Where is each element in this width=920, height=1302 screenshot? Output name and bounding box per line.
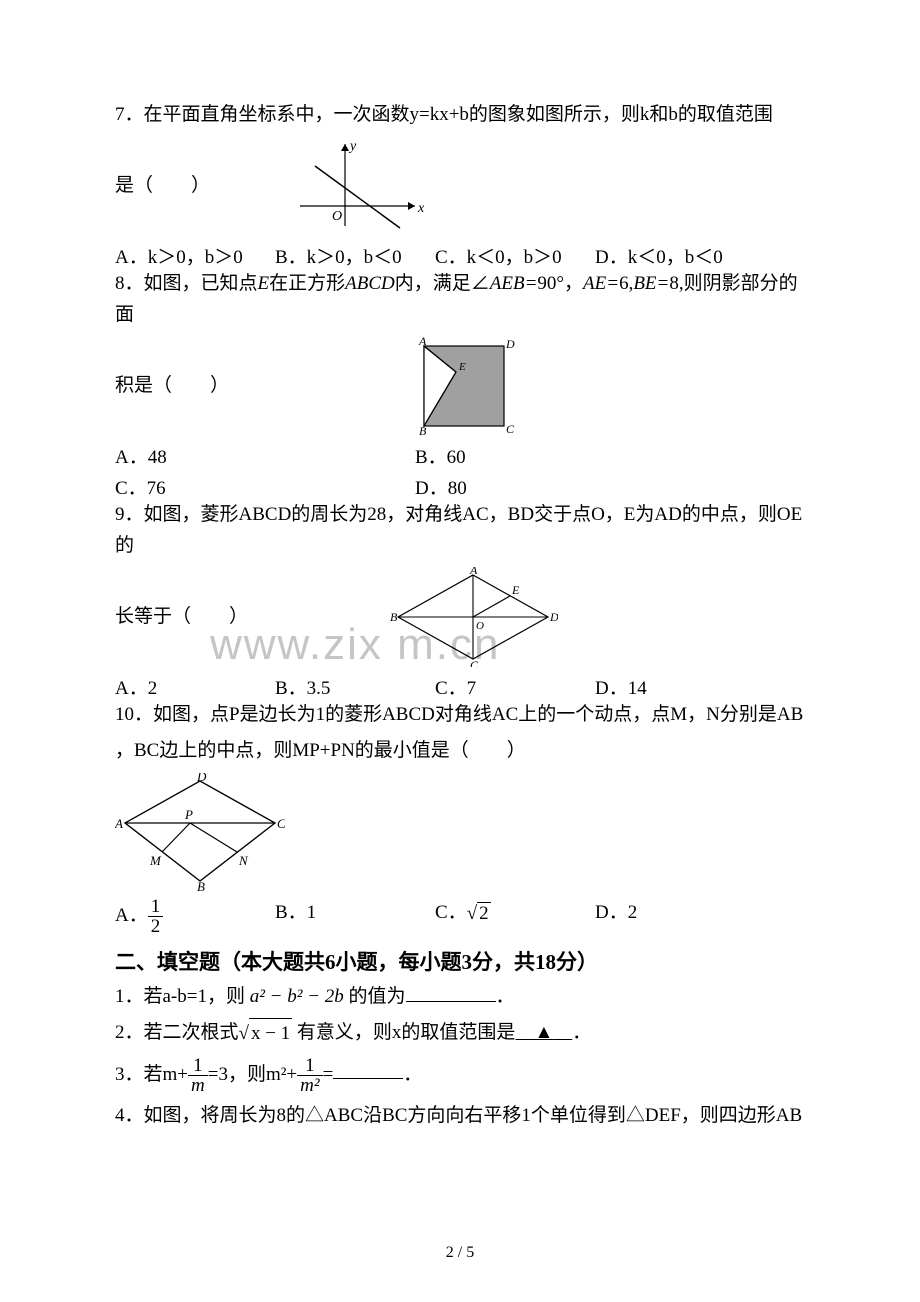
svg-text:D: D — [549, 610, 558, 624]
q10-stem-1: 10．如图，点P是边长为1的菱形ABCD对角线AC上的一个动点，点M，N分别是A… — [115, 700, 805, 730]
q9-opt-b: B．3.5 — [275, 673, 435, 700]
q7-options: A．k＞0，b＞0 B．k＞0，b＜0 C．k＜0，b＞0 D．k＜0，b＜0 — [115, 242, 805, 269]
q9-stem-1: 9．如图，菱形ABCD的周长为28，对角线AC，BD交于点O，E为AD的中点，则… — [115, 500, 805, 561]
svg-text:C: C — [506, 422, 515, 436]
svg-text:E: E — [458, 361, 466, 373]
q8-stem-1: 8．如图，已知点E在正方形ABCD内，满足∠AEB=90°，AE=6,BE=8,… — [115, 269, 805, 330]
f1: 1．若a-b=1，则 a² − b² − 2b 的值为． — [115, 982, 805, 1012]
q9-stem-2: 长等于（ ） — [115, 602, 248, 632]
svg-text:O: O — [476, 620, 484, 632]
f3: 3．若m+1m=3，则m²+1m²=． — [115, 1056, 805, 1095]
svg-text:B: B — [197, 879, 205, 893]
svg-text:x: x — [417, 201, 425, 216]
q8-opt-a: A．48 — [115, 442, 415, 469]
q7-opt-b: B．k＞0，b＜0 — [275, 242, 435, 269]
q9-diagram: A B C D E O — [388, 567, 558, 667]
q10-diagram-wrap: A D C B M N P — [115, 773, 805, 893]
q7-opt-d: D．k＜0，b＜0 — [595, 242, 755, 269]
q9-opt-c: C．7 — [435, 673, 595, 700]
svg-text:O: O — [332, 209, 342, 224]
section2-title: 二、填空题（本大题共6小题，每小题3分，共18分） — [115, 946, 805, 976]
svg-text:C: C — [277, 816, 285, 831]
svg-text:C: C — [470, 658, 479, 667]
q8-opt-d: D．80 — [415, 473, 805, 500]
svg-text:P: P — [184, 807, 193, 822]
svg-text:A: A — [418, 336, 427, 348]
q7-stem-2: 是（ ） — [115, 171, 210, 201]
q8-stem-2-row: 积是（ ） A D B C E — [115, 336, 805, 436]
q7-stem-1: 7．在平面直角坐标系中，一次函数y=kx+b的图象如图所示，则k和b的取值范围 — [115, 100, 805, 130]
q10-opt-b: B．1 — [275, 897, 435, 936]
q10-opt-c: C．√2 — [435, 897, 595, 936]
q10-stem-2: ，BC边上的中点，则MP+PN的最小值是（ ） — [115, 736, 805, 766]
f4: 4．如图，将周长为8的△ABC沿BC方向向右平移1个单位得到△DEF，则四边形A… — [115, 1101, 805, 1131]
blank-f1 — [406, 983, 496, 1002]
q10-diagram: A D C B M N P — [115, 773, 285, 893]
q8-options: A．48 B．60 C．76 D．80 — [115, 442, 805, 500]
q8-opt-b: B．60 — [415, 442, 805, 469]
q9-stem-2-row: 长等于（ ） A B C D E O — [115, 567, 805, 667]
svg-text:y: y — [348, 139, 357, 154]
q8-diagram: A D B C E — [409, 336, 519, 436]
q7-opt-c: C．k＜0，b＞0 — [435, 242, 595, 269]
svg-text:E: E — [511, 583, 520, 597]
svg-text:A: A — [115, 816, 123, 831]
svg-text:D: D — [196, 773, 207, 784]
page-number: 2 / 5 — [0, 1244, 920, 1262]
svg-text:N: N — [238, 853, 249, 868]
q9-options: A．2 B．3.5 C．7 D．14 — [115, 673, 805, 700]
q7-opt-a: A．k＞0，b＞0 — [115, 242, 275, 269]
q7-stem-2-row: 是（ ） x y O — [115, 136, 805, 236]
q7-diagram: x y O — [290, 136, 430, 236]
q8-stem-2: 积是（ ） — [115, 371, 229, 401]
q8-opt-c: C．76 — [115, 473, 415, 500]
f2: 2．若二次根式√x − 1 有意义，则x的取值范围是 ▲ ． — [115, 1018, 805, 1049]
svg-text:D: D — [505, 337, 515, 351]
svg-text:A: A — [469, 567, 478, 577]
svg-text:B: B — [419, 424, 427, 436]
blank-f3 — [333, 1060, 403, 1079]
q10-options: A．12 B．1 C．√2 D．2 — [115, 897, 805, 936]
q10-opt-d: D．2 — [595, 897, 755, 936]
svg-text:B: B — [390, 610, 398, 624]
q9-opt-a: A．2 — [115, 673, 275, 700]
svg-text:M: M — [149, 853, 162, 868]
q9-opt-d: D．14 — [595, 673, 755, 700]
q10-opt-a: A．12 — [115, 897, 275, 936]
